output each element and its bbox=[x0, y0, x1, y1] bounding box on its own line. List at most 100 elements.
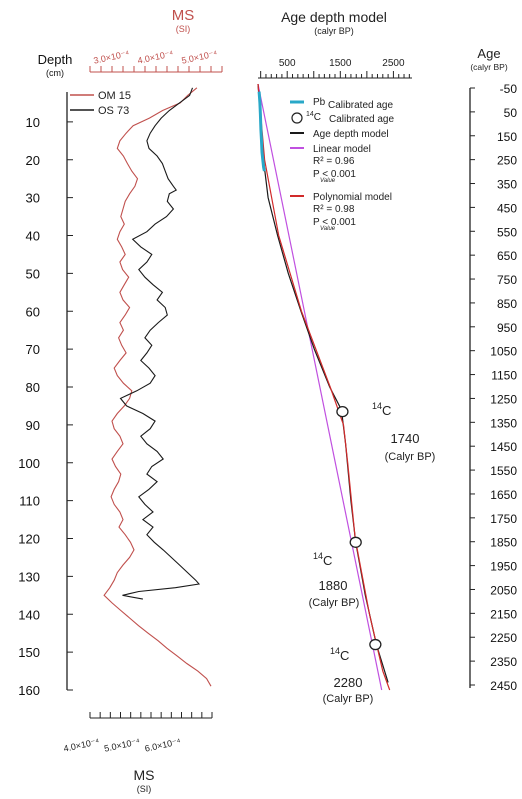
age-axis-tick-label: 1350 bbox=[490, 416, 517, 430]
age-depth-title: Age depth model bbox=[281, 9, 387, 25]
age-axis-tick-label: 1750 bbox=[490, 512, 517, 526]
age-top-tick-label: 500 bbox=[279, 58, 296, 69]
age-axis-tick-label: 650 bbox=[497, 249, 517, 263]
age-axis-tick-label: 150 bbox=[497, 130, 517, 144]
age-axis-tick-label: 2450 bbox=[490, 679, 517, 693]
ms-bottom-axis-unit: (SI) bbox=[137, 784, 152, 794]
age-axis-tick-label: 1050 bbox=[490, 345, 517, 359]
c14-date-marker bbox=[336, 405, 349, 418]
ms-bottom-tick-label: 6.0×10⁻⁴ bbox=[144, 736, 182, 753]
age-axis-tick-label: 250 bbox=[497, 154, 517, 168]
c14-label-3-age: 2280 bbox=[334, 675, 363, 690]
legend-poly-r2: R² = 0.98 bbox=[313, 204, 355, 215]
age-axis-tick-label: 1550 bbox=[490, 464, 517, 478]
legend-os73-label: OS 73 bbox=[98, 105, 129, 117]
depth-tick-label: 70 bbox=[26, 342, 40, 357]
legend-poly-p-sub: Value bbox=[320, 226, 336, 232]
depth-tick-label: 10 bbox=[26, 115, 40, 130]
c14-label-1: 14C 1740 (Calyr BP) bbox=[372, 401, 435, 463]
legend-poly-label: Polynomial model bbox=[313, 192, 392, 203]
depth-tick-label: 20 bbox=[26, 153, 40, 168]
age-axis-tick-label: -50 bbox=[500, 82, 518, 96]
age-axis-tick-label: 1150 bbox=[491, 369, 517, 383]
depth-tick-label: 160 bbox=[18, 683, 40, 698]
depth-tick-label: 80 bbox=[26, 380, 40, 395]
age-depth-subtitle: (calyr BP) bbox=[314, 26, 354, 36]
c14-label-1-tag: 14C bbox=[372, 401, 391, 418]
os73-series-line bbox=[119, 87, 201, 600]
c14-date-markers bbox=[336, 405, 382, 651]
legend-linear-r2: R² = 0.96 bbox=[313, 156, 355, 167]
c14-label-3-tag: 14C bbox=[330, 646, 349, 663]
c14-label-1-unit: (Calyr BP) bbox=[385, 451, 436, 463]
depth-axis-unit: (cm) bbox=[46, 68, 64, 78]
ms-top-axis-title: MS bbox=[172, 7, 195, 24]
c14-label-2-tag: 14C bbox=[313, 551, 332, 568]
age-depth-panel: Age depth model (calyr BP) 500 1500 2500 P… bbox=[257, 9, 517, 705]
c14-label-2-age: 1880 bbox=[319, 578, 348, 593]
depth-tick-label: 130 bbox=[18, 569, 40, 584]
legend-c14-label: Calibrated age bbox=[329, 114, 394, 125]
age-axis-tick-label: 850 bbox=[497, 297, 517, 311]
age-top-tick-label: 2500 bbox=[382, 58, 405, 69]
age-axis-tick-label: 1250 bbox=[490, 392, 517, 406]
age-axis-tick-label: 1850 bbox=[490, 536, 517, 550]
legend-c14-prefix: 14C bbox=[306, 111, 321, 123]
c14-label-2-unit: (Calyr BP) bbox=[309, 597, 360, 609]
legend-pb-label: Calibrated age bbox=[328, 100, 393, 111]
depth-tick-label: 140 bbox=[18, 607, 40, 622]
ms-panel: MS (SI) 3.0×10⁻⁴ 4.0×10⁻⁴ 5.0×10⁻⁴ Depth (… bbox=[18, 7, 223, 794]
age-axis-tick-label: 350 bbox=[497, 178, 517, 192]
c14-label-3-unit: (Calyr BP) bbox=[323, 693, 374, 705]
age-axis-tick-label: 950 bbox=[497, 321, 517, 335]
c14-date-marker bbox=[349, 536, 362, 548]
age-axis-tick-label: 2350 bbox=[490, 655, 517, 669]
linear-model-line bbox=[257, 83, 383, 691]
depth-tick-label: 100 bbox=[18, 456, 40, 471]
c14-label-2: 14C 1880 (Calyr BP) bbox=[309, 551, 360, 609]
c14-label-1-age: 1740 bbox=[391, 431, 420, 446]
c14-label-3: 14C 2280 (Calyr BP) bbox=[323, 646, 374, 705]
age-axis-unit: (calyr BP) bbox=[470, 62, 507, 72]
age-axis-tick-label: 1650 bbox=[490, 488, 517, 502]
legend-linear-p: P < 0.001 bbox=[313, 169, 356, 180]
ms-top-tick-label: 5.0×10⁻⁴ bbox=[181, 48, 219, 65]
age-top-axis-ticks: 500 1500 2500 bbox=[260, 58, 410, 78]
legend-age-model-label: Age depth model bbox=[313, 129, 389, 140]
ms-top-tick-label: 3.0×10⁻⁴ bbox=[93, 48, 131, 65]
age-axis-tick-label: 550 bbox=[497, 225, 517, 239]
depth-tick-label: 30 bbox=[26, 191, 40, 206]
ms-bottom-axis-title: MS bbox=[134, 767, 155, 783]
age-axis-tick-label: 1450 bbox=[490, 440, 517, 454]
ms-top-axis-unit: (SI) bbox=[176, 24, 191, 34]
depth-axis-ticks: 10 20 30 40 50 60 70 80 90 100 110 120 130 140 150 160 bbox=[18, 115, 73, 698]
legend-poly-p: P < 0.001 bbox=[313, 217, 356, 228]
depth-tick-label: 60 bbox=[26, 304, 40, 319]
age-axis-tick-label: 750 bbox=[497, 273, 517, 287]
depth-tick-label: 50 bbox=[26, 266, 40, 281]
age-depth-legend: Pb Calibrated age 14C Calibrated age Age… bbox=[290, 97, 394, 232]
om15-series-line bbox=[103, 87, 212, 687]
age-axis-tick-label: 2150 bbox=[490, 607, 517, 621]
pb-calibrated-age-line bbox=[257, 91, 266, 172]
depth-tick-label: 150 bbox=[18, 645, 40, 660]
age-axis-tick-label: 1950 bbox=[490, 560, 517, 574]
legend-pb-prefix: Pb bbox=[313, 97, 326, 108]
age-axis-tick-label: 2050 bbox=[490, 583, 517, 597]
depth-tick-label: 90 bbox=[26, 418, 40, 433]
depth-tick-label: 110 bbox=[19, 494, 40, 509]
age-axis-tick-label: 450 bbox=[497, 201, 517, 215]
ms-legend: OM 15 OS 73 bbox=[70, 90, 131, 117]
age-axis-title: Age bbox=[477, 46, 500, 61]
depth-tick-label: 40 bbox=[26, 229, 40, 244]
age-axis-ticks: -50 50 150 250 350 450 550 650 750 850 950 1050 1150… bbox=[470, 82, 517, 693]
polynomial-model-line bbox=[257, 83, 391, 691]
age-top-tick-label: 1500 bbox=[329, 58, 352, 69]
depth-axis-title: Depth bbox=[38, 52, 73, 67]
legend-c14-marker bbox=[291, 112, 303, 124]
legend-linear-p-sub: Value bbox=[320, 178, 336, 184]
ms-bottom-tick-label: 4.0×10⁻⁴ bbox=[63, 736, 101, 753]
ms-top-axis-ticks: 3.0×10⁻⁴ 4.0×10⁻⁴ 5.0×10⁻⁴ bbox=[89, 48, 223, 72]
depth-tick-label: 120 bbox=[18, 532, 40, 547]
